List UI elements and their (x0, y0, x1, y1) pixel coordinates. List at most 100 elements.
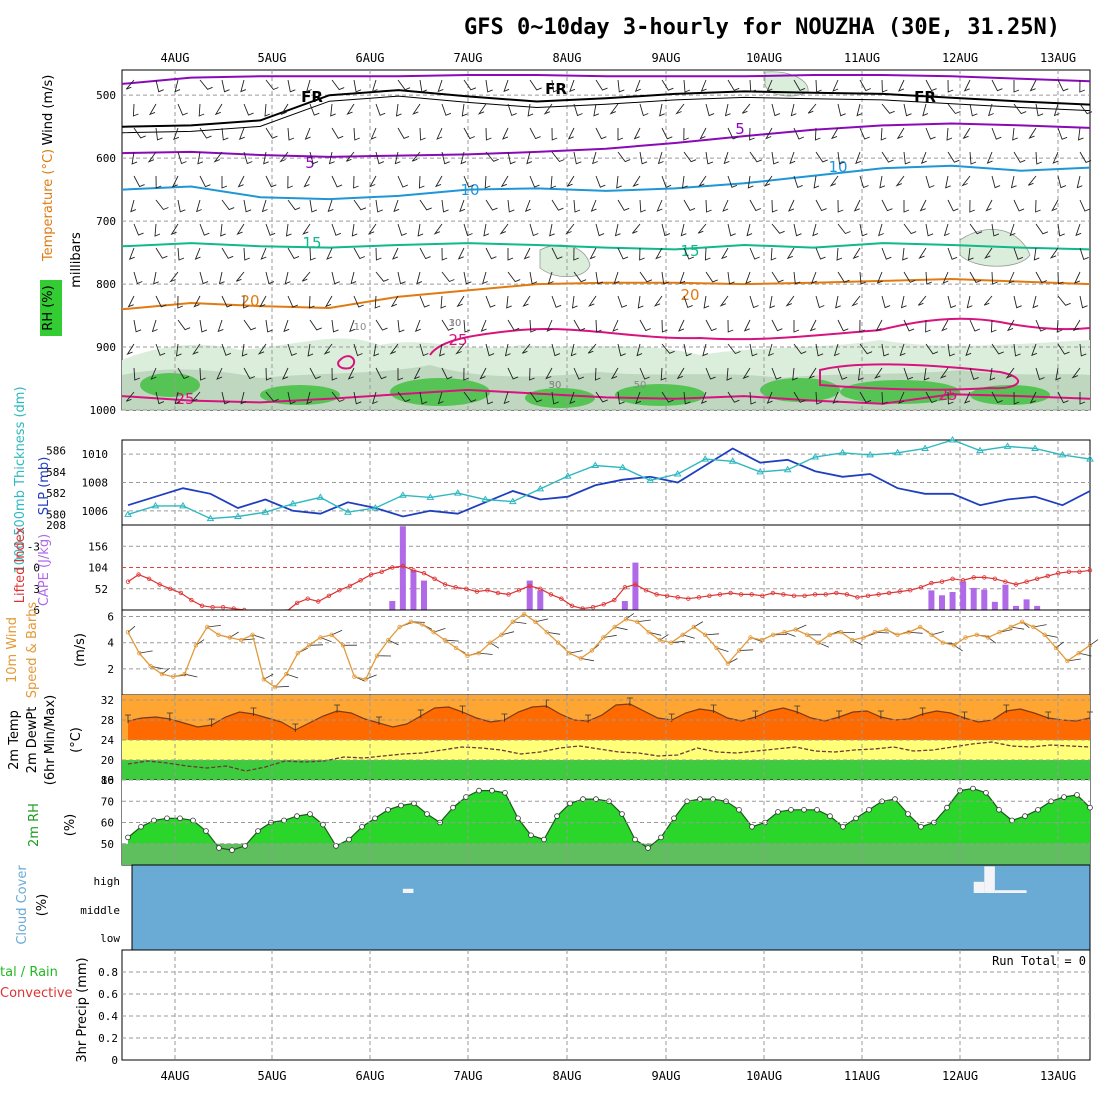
li-marker (178, 590, 184, 596)
rh-marker (736, 806, 742, 813)
temp-area (128, 704, 1090, 740)
rh-marker (411, 800, 417, 807)
wind-barb (550, 175, 557, 189)
cape-bar (970, 587, 977, 610)
wind-barb (243, 199, 252, 213)
rh-marker (515, 815, 521, 822)
isotherm-label: FR (914, 88, 936, 106)
wind-barb (546, 319, 553, 332)
wind-barb (303, 175, 311, 188)
wind-barb (771, 319, 783, 332)
wind-barb (815, 79, 822, 93)
thickness-marker (289, 499, 297, 507)
wind10-marker (884, 627, 889, 632)
thickness-marker (783, 465, 792, 473)
wind-barb (813, 175, 820, 189)
thickness-marker (316, 493, 325, 500)
wind-barb (529, 271, 538, 285)
wind-barb (683, 247, 695, 260)
date-label-bottom: 8AUG (553, 1069, 582, 1083)
wind-barb (991, 79, 1003, 92)
wind-barb (986, 151, 993, 164)
wind-barb (592, 151, 598, 165)
wind-barb (859, 391, 872, 403)
date-label-top: 11AUG (844, 51, 880, 65)
wind-barb (859, 343, 873, 355)
wind-barb (945, 175, 951, 189)
wind10-barb (1010, 626, 1025, 630)
wind-barb (240, 79, 247, 93)
wind10-barb (478, 652, 493, 655)
label-precip-convective: Convective (0, 986, 73, 1001)
thickness-tick-label: 580 (46, 508, 66, 521)
wind-barb (309, 367, 321, 380)
wind-barb (898, 391, 905, 404)
wind-barb (1035, 271, 1047, 284)
wind10-barb (309, 644, 324, 646)
wind-barb (1029, 79, 1037, 92)
wind-barb (639, 271, 653, 283)
thickness-marker (124, 510, 132, 517)
wind-barb (661, 343, 675, 354)
wind-barb (1071, 367, 1081, 379)
wind-barb (1057, 223, 1065, 237)
wind-barb (947, 79, 954, 93)
wind-barb (859, 319, 865, 333)
wind-barb (309, 319, 322, 331)
wind-barb (610, 367, 619, 380)
li-tick-label: 6 (33, 604, 40, 617)
rh-marker (580, 796, 586, 802)
wind-barb (793, 343, 807, 355)
li-marker (1024, 579, 1029, 584)
wind10-marker (1008, 624, 1013, 630)
wind10-barb (1067, 658, 1081, 662)
side-labels: Wind (m/s) Temperature (°C) RH (%) millibar… (0, 75, 90, 1063)
wind-barb (661, 271, 669, 285)
wind10-marker (272, 685, 278, 690)
precip-tick-label: 0.4 (98, 1010, 118, 1023)
rh-marker (645, 845, 651, 851)
temp-minmax-bar (125, 714, 131, 723)
wind-barb (1077, 127, 1084, 141)
wind-barb (419, 295, 430, 308)
rh-marker (788, 806, 794, 813)
wind-barb (612, 319, 619, 332)
wind10-marker (997, 630, 1002, 635)
wind-barb (766, 79, 773, 92)
wind10-marker (567, 651, 572, 656)
rh-marker (619, 811, 625, 817)
li-marker (590, 605, 596, 610)
wind-barb (969, 367, 979, 380)
wind-barb (154, 223, 161, 237)
wind-barb (287, 175, 293, 189)
cape-bar (621, 601, 628, 610)
thickness-marker (426, 493, 435, 500)
wind10-marker (1065, 658, 1070, 664)
li-marker (886, 590, 892, 596)
temp-minmax-bar (166, 712, 173, 721)
date-label-top: 12AUG (942, 51, 978, 65)
rh-marker (346, 836, 352, 843)
temp-minmax-bar (626, 697, 633, 706)
rh-marker (1087, 804, 1093, 811)
wind-barb (1013, 103, 1027, 115)
wind-barb (727, 79, 740, 91)
wind-barb (353, 295, 364, 308)
wind10-barb (535, 618, 549, 623)
wind-barb (191, 391, 201, 402)
rh-marker (632, 836, 638, 843)
pressure-tick-label: 700 (96, 215, 116, 228)
temp-minmax-bar (417, 709, 424, 718)
li-marker (770, 590, 776, 596)
wind-barb (785, 295, 795, 307)
rh-area-high (140, 373, 200, 397)
rh-area-high (525, 388, 595, 408)
thickness-tick-label: 586 (46, 445, 66, 458)
wind-barb (412, 103, 421, 115)
wind-barb (353, 127, 360, 141)
wind10-marker (578, 656, 583, 661)
wind-barb (287, 295, 299, 308)
li-marker (844, 592, 850, 597)
wind-barb (543, 103, 553, 115)
